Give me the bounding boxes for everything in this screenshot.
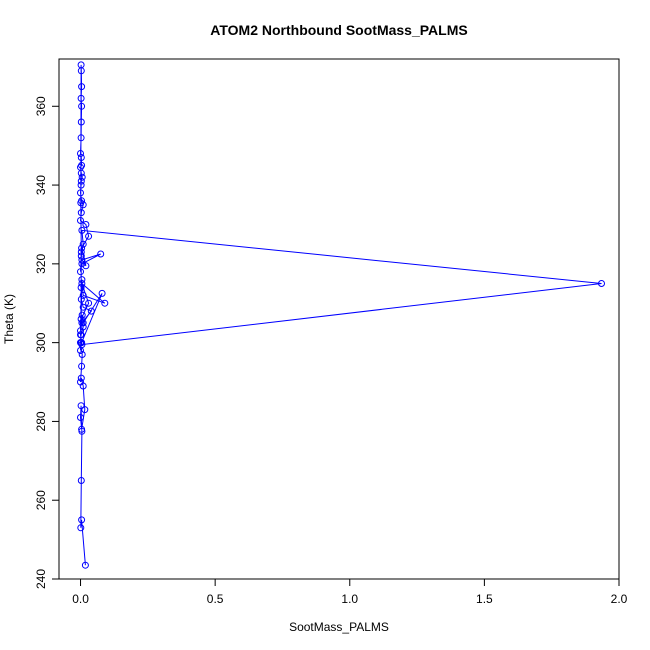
data-point [77, 248, 85, 256]
data-point [77, 118, 85, 126]
data-point [81, 406, 89, 414]
y-tick-label: 340 [34, 175, 48, 195]
data-point [79, 240, 87, 248]
data-point [598, 280, 605, 287]
data-point [77, 252, 85, 260]
data-point [77, 402, 85, 410]
data-point [79, 291, 87, 299]
data-point [87, 307, 95, 315]
data-point [77, 295, 85, 303]
data-point [77, 315, 85, 323]
y-tick-label: 280 [34, 411, 48, 431]
data-point [78, 351, 86, 358]
series-layer [77, 61, 605, 569]
y-axis: 240 260 280 300 320 340 360 [34, 96, 60, 589]
y-tick-label: 240 [34, 569, 48, 589]
x-axis-label: SootMass_PALMS [289, 620, 389, 634]
data-point [78, 260, 86, 268]
y-tick-label: 360 [34, 96, 48, 116]
chart-title: ATOM2 Northbound SootMass_PALMS [210, 22, 467, 38]
data-point [101, 299, 109, 307]
y-tick-label: 320 [34, 254, 48, 274]
data-point [77, 189, 84, 197]
data-point [78, 161, 86, 169]
x-tick-label: 0.0 [72, 592, 89, 606]
data-point [97, 250, 105, 258]
data-point [78, 516, 86, 524]
data-point [77, 374, 85, 382]
data-point [78, 102, 86, 110]
plot-frame [58, 58, 620, 580]
data-point [78, 362, 86, 370]
data-point [77, 94, 85, 102]
data-point [77, 217, 84, 224]
data-point [77, 378, 84, 386]
data-point [82, 221, 90, 228]
data-point [77, 284, 85, 291]
data-point [85, 299, 93, 307]
data-point [85, 232, 93, 240]
data-point [77, 150, 84, 157]
data-point [77, 339, 85, 347]
data-point [78, 311, 86, 319]
data-point [79, 303, 87, 311]
data-point [77, 154, 85, 161]
data-point [78, 83, 86, 91]
data-point [77, 327, 84, 335]
series-line [79, 64, 602, 566]
data-point [77, 61, 85, 69]
x-tick-label: 1.5 [476, 592, 493, 606]
data-point [78, 276, 86, 284]
data-point [77, 199, 85, 207]
data-point [77, 177, 85, 185]
data-point [78, 280, 86, 287]
data-point [78, 425, 86, 433]
x-axis: 0.0 0.5 1.0 1.5 2.0 [72, 578, 628, 606]
y-tick-label: 260 [34, 490, 48, 510]
x-tick-label: 2.0 [611, 592, 628, 606]
data-point [77, 331, 84, 339]
data-point [82, 262, 90, 270]
y-tick-label: 300 [34, 332, 48, 352]
x-tick-label: 1.0 [341, 592, 358, 606]
data-point [77, 477, 85, 484]
data-point [78, 244, 86, 252]
data-point [77, 268, 84, 276]
data-point [77, 134, 85, 142]
data-point [78, 256, 86, 264]
data-point [81, 561, 89, 569]
data-point [77, 209, 85, 217]
data-point [79, 319, 87, 327]
y-axis-label: Theta (K) [2, 294, 16, 344]
data-point [78, 173, 86, 181]
data-point [78, 226, 86, 234]
data-point [77, 181, 85, 189]
data-point [77, 414, 84, 421]
data-point [98, 289, 106, 297]
x-tick-label: 0.5 [207, 592, 224, 606]
data-point [77, 524, 85, 532]
